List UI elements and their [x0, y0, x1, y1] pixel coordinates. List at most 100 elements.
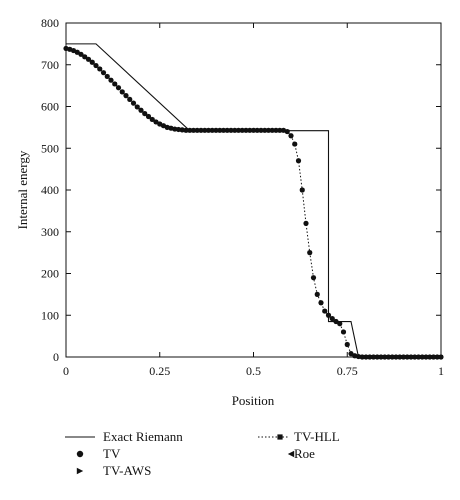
- series-exact-riemann: [66, 43, 441, 358]
- x-tick-label: 0.5: [246, 364, 261, 378]
- roe-point: [255, 128, 260, 133]
- roe-point: [232, 128, 237, 133]
- x-axis-label: Position: [232, 393, 275, 408]
- legend: Exact Riemann TV TV-AWS TV-HLL Roe: [65, 429, 340, 478]
- roe-point: [345, 342, 350, 347]
- roe-point: [394, 355, 398, 359]
- roe-point: [247, 128, 252, 133]
- roe-point: [296, 158, 301, 163]
- roe-point: [405, 355, 410, 359]
- roe-point: [240, 128, 245, 133]
- roe-point: [90, 60, 95, 65]
- roe-point: [161, 123, 166, 128]
- roe-point: [401, 355, 406, 359]
- roe-point: [191, 128, 196, 133]
- roe-point: [431, 355, 436, 359]
- roe-point: [427, 355, 432, 359]
- roe-point: [127, 97, 132, 102]
- roe-point: [341, 329, 346, 334]
- roe-point: [270, 128, 275, 133]
- roe-point: [349, 351, 353, 356]
- legend-label: Exact Riemann: [103, 429, 183, 444]
- roe-point: [274, 128, 278, 133]
- series-tv-hll: [64, 46, 443, 359]
- roe-point: [82, 54, 87, 59]
- roe-point: [266, 128, 271, 133]
- roe-point: [416, 355, 421, 359]
- roe-point: [315, 292, 320, 297]
- roe-point: [236, 128, 241, 133]
- roe-point: [334, 319, 338, 324]
- legend-triangle-left-marker: [287, 450, 295, 458]
- roe-point: [120, 89, 125, 94]
- roe-point: [202, 128, 207, 133]
- legend-label: TV: [103, 446, 121, 461]
- x-tick-label: 1: [438, 364, 444, 378]
- roe-point: [289, 133, 293, 138]
- roe-point: [277, 128, 282, 133]
- roe-point: [176, 127, 181, 132]
- tv-hll-line: [65, 47, 441, 358]
- roe-point: [195, 128, 200, 133]
- roe-point: [139, 108, 143, 113]
- y-tick-label: 300: [41, 225, 59, 239]
- roe-point: [356, 354, 361, 359]
- roe-point: [165, 125, 170, 130]
- roe-point: [187, 128, 192, 133]
- roe-point: [367, 355, 372, 359]
- roe-point: [262, 128, 267, 133]
- legend-entry: TV-HLL: [258, 429, 340, 444]
- roe-point: [251, 128, 256, 133]
- legend-square-marker: [277, 434, 283, 440]
- roe-point: [360, 355, 365, 359]
- roe-point: [337, 321, 342, 326]
- series-roe: [64, 46, 443, 359]
- roe-point: [86, 57, 91, 62]
- roe-point: [97, 66, 102, 71]
- legend-label: TV-HLL: [294, 429, 340, 444]
- roe-point: [292, 142, 297, 147]
- roe-point: [210, 128, 215, 133]
- roe-point: [371, 355, 376, 359]
- exact-riemann-line: [66, 43, 441, 358]
- roe-point: [409, 355, 413, 359]
- roe-point: [105, 74, 110, 79]
- legend-triangle-right-marker: [76, 467, 84, 475]
- roe-point: [79, 52, 83, 57]
- roe-point: [386, 355, 391, 359]
- roe-point: [146, 114, 151, 119]
- y-tick-label: 700: [41, 58, 59, 72]
- legend-circle-marker: [76, 450, 84, 458]
- roe-point: [135, 104, 140, 109]
- roe-point: [397, 355, 402, 359]
- roe-point: [142, 111, 147, 116]
- roe-point: [300, 188, 305, 192]
- roe-point: [169, 126, 173, 131]
- legend-entry: TV: [76, 446, 121, 461]
- legend-label: Roe: [294, 446, 315, 461]
- y-tick-label: 200: [41, 267, 59, 281]
- legend-entry: Exact Riemann: [65, 429, 183, 444]
- roe-point: [94, 63, 98, 68]
- roe-point: [67, 47, 72, 52]
- x-tick-label: 0.25: [149, 364, 170, 378]
- roe-point: [172, 127, 177, 132]
- roe-point: [229, 128, 233, 133]
- roe-point: [319, 300, 323, 305]
- roe-point: [390, 355, 395, 359]
- roe-point: [112, 81, 117, 86]
- y-tick-label: 600: [41, 100, 59, 114]
- roe-point: [180, 127, 185, 132]
- roe-point: [281, 128, 286, 133]
- roe-point: [225, 128, 230, 133]
- roe-point: [109, 78, 113, 83]
- y-tick-label: 400: [41, 183, 59, 197]
- roe-point: [259, 128, 263, 133]
- plot-area: [63, 22, 444, 360]
- roe-point: [75, 50, 80, 55]
- roe-point: [154, 119, 158, 124]
- roe-point: [364, 355, 368, 359]
- roe-point: [379, 355, 383, 359]
- axis-ticks: 0 0.25 0.5 0.75 1 0 100 200 300 400 500 600 700 800: [41, 16, 444, 378]
